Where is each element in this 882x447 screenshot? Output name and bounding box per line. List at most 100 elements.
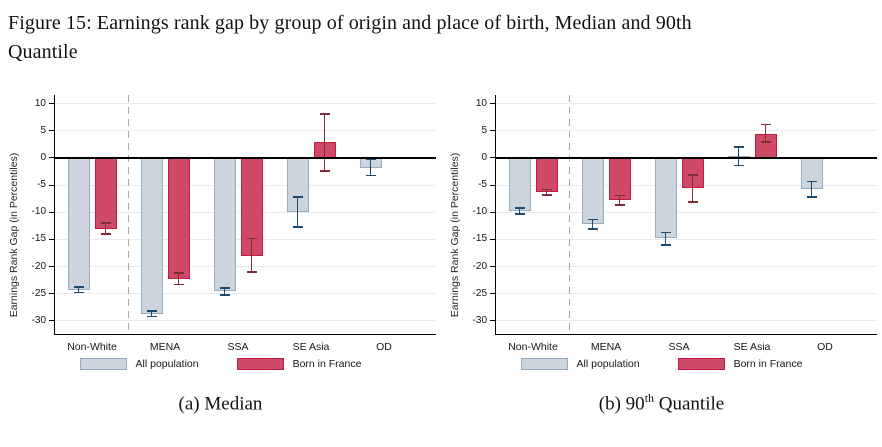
zero-line <box>495 157 877 159</box>
gridline <box>495 211 877 213</box>
x-category-label: SE Asia <box>733 341 771 353</box>
error-bar-all-population-mena <box>150 311 153 317</box>
x-category-label: OD <box>376 341 392 353</box>
error-bar-cap <box>687 201 698 203</box>
legend-item-born-in-france: Born in France <box>236 358 362 370</box>
error-bar-cap <box>514 213 525 215</box>
y-tick-label: -5 <box>37 179 46 191</box>
bar-all-population-mena <box>140 157 163 314</box>
error-bar-born-in-france-se-asia <box>323 114 326 171</box>
x-category-label: SE Asia <box>292 341 330 353</box>
error-bar-cap <box>173 272 184 274</box>
bar-all-population-mena <box>581 157 604 225</box>
error-bar-all-population-ssa <box>664 232 667 245</box>
error-bar-all-population-ssa <box>223 287 226 295</box>
y-tick-label: -25 <box>31 287 46 299</box>
bar-all-population-non-white <box>67 157 90 290</box>
x-axis-line <box>54 334 436 335</box>
group-separator-dashed-line <box>568 95 571 335</box>
gridline <box>54 130 436 132</box>
legend-swatch-born-in-france <box>677 358 725 370</box>
error-bar-cap <box>614 204 625 206</box>
gridline <box>495 320 877 322</box>
error-bar-cap <box>100 222 111 224</box>
error-bar-cap <box>100 233 111 235</box>
bar-born-in-france-non-white <box>535 157 558 193</box>
y-tick-label: 10 <box>34 97 46 109</box>
error-bar-all-population-se-asia <box>737 147 740 166</box>
error-bar-cap <box>146 310 157 312</box>
error-bar-cap <box>660 244 671 246</box>
error-bar-cap <box>541 194 552 196</box>
error-bar-born-in-france-mena <box>618 195 621 206</box>
x-category-label: SSA <box>227 341 249 353</box>
error-bar-born-in-france-ssa <box>250 238 253 272</box>
y-tick <box>490 157 495 159</box>
gridline <box>54 103 436 105</box>
legend-label-born-in-france: Born in France <box>292 358 362 370</box>
error-bar-born-in-france-se-asia <box>764 124 767 143</box>
y-tick <box>490 320 495 322</box>
error-bar-born-in-france-non-white <box>545 189 548 195</box>
error-bar-cap <box>614 194 625 197</box>
panel-caption-median: (a) Median <box>0 391 441 415</box>
legend-item-all-population: All population <box>520 358 640 370</box>
error-bar-cap <box>587 228 598 230</box>
zero-line <box>54 157 436 159</box>
y-tick <box>490 293 495 295</box>
error-bar-cap <box>73 291 84 294</box>
error-bar-all-population-non-white <box>518 207 521 214</box>
error-bar-all-population-od <box>810 181 813 198</box>
error-bar-cap <box>246 271 257 273</box>
y-tick <box>49 157 54 159</box>
error-bar-cap <box>73 286 84 288</box>
x-axis-line <box>495 334 877 335</box>
gridline <box>495 103 877 105</box>
y-tick <box>49 238 54 240</box>
y-tick-label: -30 <box>472 314 487 326</box>
y-axis-line <box>495 95 496 335</box>
error-bar-cap <box>292 226 303 228</box>
y-tick <box>490 184 495 186</box>
legend-swatch-born-in-france <box>236 358 284 370</box>
gridline <box>54 293 436 295</box>
gridline <box>54 266 436 268</box>
x-category-label: Non-White <box>508 341 558 353</box>
figure-title: Figure 15: Earnings rank gap by group of… <box>0 0 882 67</box>
panels-row: Earnings Rank Gap (in Percentiles) 10 5 0-… <box>0 75 882 415</box>
error-bar-cap <box>319 113 330 115</box>
error-bar-cap <box>687 174 698 176</box>
x-category-label: MENA <box>149 341 181 353</box>
y-tick-label: -25 <box>472 287 487 299</box>
figure-title-line1: Figure 15: Earnings rank gap by group of… <box>8 12 692 34</box>
error-bar-cap <box>173 283 184 286</box>
y-tick-label: -30 <box>31 314 46 326</box>
error-bar-born-in-france-mena <box>177 273 180 285</box>
y-tick-label: 10 <box>475 97 487 109</box>
error-bar-born-in-france-ssa <box>691 174 694 202</box>
x-category-label: OD <box>817 341 833 353</box>
legend-label-all-population: All population <box>576 358 640 370</box>
panel-median: Earnings Rank Gap (in Percentiles) 10 5 0-… <box>0 75 441 415</box>
y-tick-label: 0 <box>481 151 487 163</box>
error-bar-all-population-non-white <box>77 287 80 293</box>
gridline <box>495 293 877 295</box>
error-bar-born-in-france-non-white <box>104 223 107 234</box>
error-bar-cap <box>760 123 771 126</box>
error-bar-cap <box>365 174 376 177</box>
error-bar-cap <box>514 207 525 209</box>
x-category-label: MENA <box>590 341 622 353</box>
y-tick <box>49 266 54 268</box>
error-bar-cap <box>146 315 157 318</box>
legend-item-all-population: All population <box>79 358 199 370</box>
error-bar-all-population-se-asia <box>296 197 299 227</box>
panel-caption-90th-quantile: (b) 90th Quantile <box>441 391 882 415</box>
error-bar-cap <box>365 158 376 160</box>
error-bar-cap <box>541 188 552 191</box>
y-tick <box>49 103 54 105</box>
y-tick <box>490 103 495 105</box>
error-bar-cap <box>760 141 771 143</box>
y-tick-label: -15 <box>472 233 487 245</box>
error-bar-all-population-od <box>369 159 372 176</box>
error-bar-cap <box>219 287 230 289</box>
